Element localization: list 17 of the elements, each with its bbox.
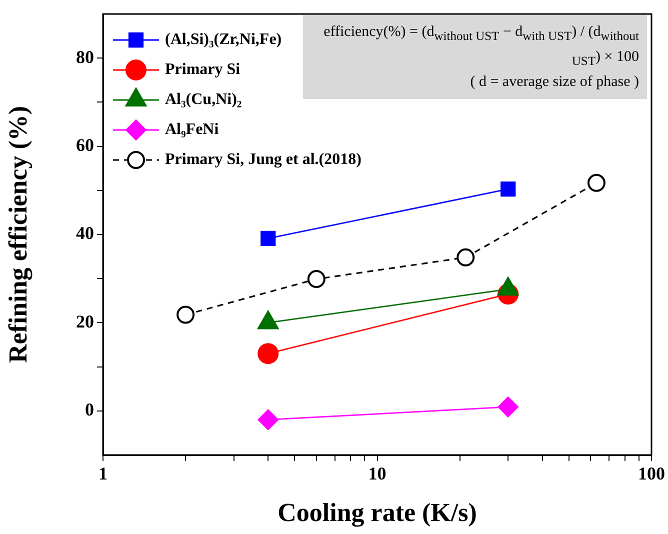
- x-tick-label: 10: [368, 463, 386, 484]
- y-tick-label: 20: [76, 311, 94, 332]
- legend-label: (Al,Si)₃(Zr,Ni,Fe): [165, 31, 282, 48]
- y-tick-label: 40: [76, 223, 94, 244]
- legend-label: Primary Si: [165, 61, 241, 78]
- legend-label: Primary Si, Jung et al.(2018): [165, 151, 362, 168]
- legend-label: Al₉FeNi: [165, 121, 220, 138]
- legend-label: Al₃(Cu,Ni)₂: [165, 91, 242, 108]
- annotation: ( d = average size of phase ): [469, 72, 639, 92]
- y-tick-label: 60: [76, 134, 94, 155]
- x-tick-label: 1: [98, 463, 108, 484]
- y-axis-title: Refining efficiency (%): [3, 106, 32, 364]
- x-tick-label: 100: [638, 463, 665, 484]
- annotation: efficiency(%) = (d$_{without UST}$ − d$_{with UST}$) / (d$_{without}$ $_{UST}$) × 100: [322, 23, 639, 70]
- x-axis-title: Cooling rate (K/s): [278, 498, 477, 528]
- y-tick-label: 80: [76, 46, 94, 67]
- y-tick-label: 0: [85, 400, 94, 420]
